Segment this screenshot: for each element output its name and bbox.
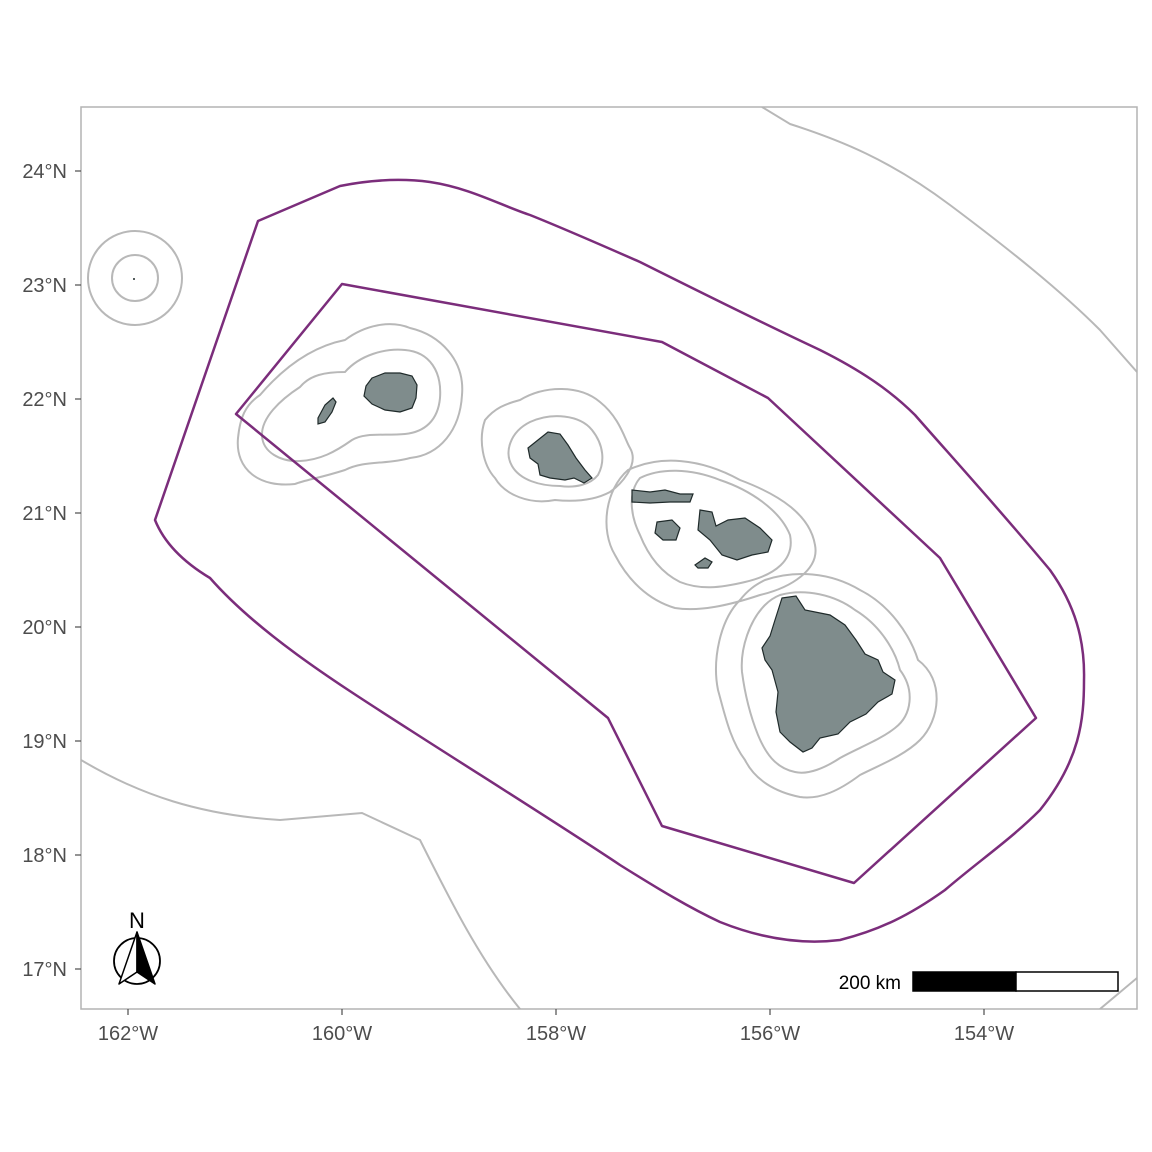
hawaii-big-island bbox=[761, 595, 896, 753]
north-arrow-right-half bbox=[136, 931, 156, 985]
islands bbox=[317, 372, 896, 753]
maui-nui-buffer-outer bbox=[605, 459, 817, 611]
y-tick-label: 17°N bbox=[22, 959, 67, 981]
maui-nui-buffer-inner bbox=[630, 469, 792, 589]
x-axis-labels: 162°W 160°W 158°W 156°W 154°W bbox=[98, 1023, 1014, 1045]
lanai-island bbox=[654, 519, 681, 541]
molokai-island bbox=[631, 489, 694, 504]
x-tick-label: 156°W bbox=[740, 1023, 800, 1045]
scale-bar-filled-segment bbox=[912, 971, 1017, 992]
map-panel-border bbox=[80, 106, 1138, 1010]
y-tick-label: 20°N bbox=[22, 617, 67, 639]
outer-contour-southeast-corner bbox=[1099, 977, 1137, 1009]
island-buffers bbox=[236, 323, 938, 799]
x-tick-label: 160°W bbox=[312, 1023, 372, 1045]
scale-bar-empty-segment bbox=[1015, 971, 1119, 992]
kaula-buffers bbox=[87, 230, 183, 326]
kauai-niihau-buffer-inner bbox=[260, 348, 442, 463]
big-island-buffer-outer bbox=[715, 573, 938, 799]
north-arrow: N bbox=[113, 908, 161, 985]
kaula-islet bbox=[133, 278, 135, 280]
map-panel-background bbox=[81, 107, 1137, 1009]
kauai-niihau-buffer-outer bbox=[236, 323, 464, 486]
big-island-buffer-inner bbox=[740, 591, 911, 774]
x-tick-label: 162°W bbox=[98, 1023, 158, 1045]
y-tick-label: 24°N bbox=[22, 161, 67, 183]
y-tick-label: 22°N bbox=[22, 389, 67, 411]
oahu-buffer-outer bbox=[480, 388, 634, 503]
y-tick-label: 21°N bbox=[22, 503, 67, 525]
kaula-buffer-inner bbox=[111, 254, 159, 302]
x-tick-label: 154°W bbox=[954, 1023, 1014, 1045]
axis-ticks bbox=[75, 170, 985, 1015]
oahu-buffer-inner bbox=[507, 415, 604, 488]
y-tick-label: 18°N bbox=[22, 845, 67, 867]
oahu-island bbox=[527, 431, 593, 484]
y-tick-label: 23°N bbox=[22, 275, 67, 297]
scale-bar: 200 km bbox=[839, 971, 1119, 994]
y-axis-labels: 24°N 23°N 22°N 21°N 20°N 19°N 18°N 17°N bbox=[22, 161, 67, 981]
outer-contour-northeast bbox=[761, 107, 1137, 373]
outer-boundary bbox=[153, 178, 1086, 943]
outer-contour-southwest bbox=[81, 759, 521, 1009]
maui-island bbox=[697, 509, 773, 561]
outer-contours bbox=[81, 107, 1137, 1009]
inner-boundary bbox=[234, 282, 1038, 885]
scale-bar-label: 200 km bbox=[839, 973, 901, 994]
management-boundaries bbox=[153, 178, 1086, 943]
niihau-island bbox=[317, 397, 337, 425]
y-tick-label: 19°N bbox=[22, 731, 67, 753]
north-arrow-label: N bbox=[129, 908, 145, 933]
kahoolawe-island bbox=[694, 557, 713, 569]
x-tick-label: 158°W bbox=[526, 1023, 586, 1045]
kaula-buffer-outer bbox=[87, 230, 183, 326]
kauai-island bbox=[363, 372, 418, 413]
map-layers bbox=[81, 107, 1137, 1009]
